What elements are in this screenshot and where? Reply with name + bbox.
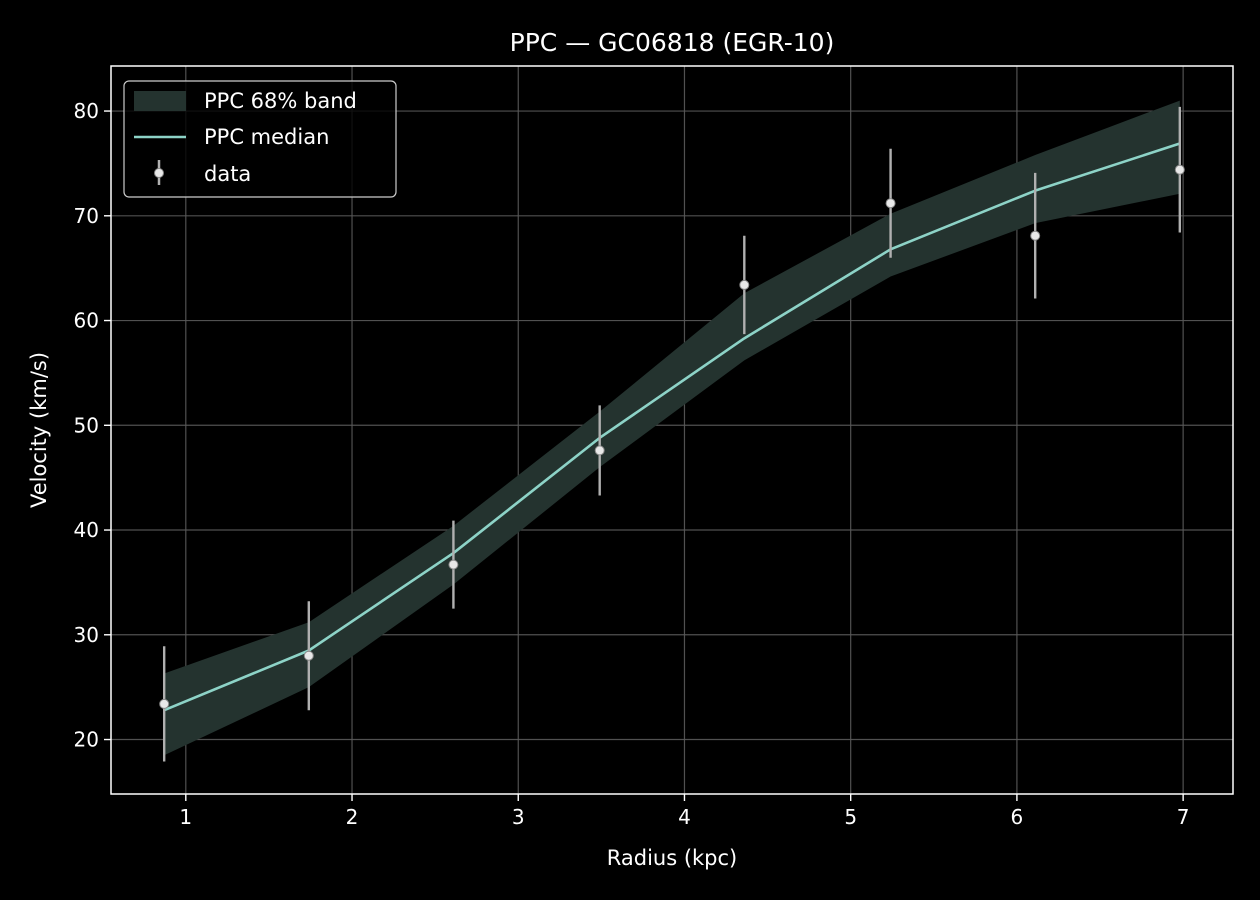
- y-axis-label: Velocity (km/s): [27, 352, 51, 508]
- y-tick-label: 80: [74, 99, 99, 123]
- chart-title: PPC — GC06818 (EGR-10): [510, 28, 835, 57]
- data-points-layer: [159, 106, 1185, 762]
- x-tick-label: 4: [678, 805, 691, 829]
- ppc-68-band: [164, 100, 1180, 756]
- data-point: [1030, 230, 1041, 241]
- data-point: [159, 698, 170, 709]
- data-point: [885, 198, 896, 209]
- data-point: [448, 559, 459, 570]
- legend-band-swatch: [134, 91, 186, 111]
- x-tick-label: 7: [1177, 805, 1190, 829]
- y-ticks: 20 30 40 50 60 70 80: [74, 99, 111, 752]
- x-tick-label: 1: [179, 805, 192, 829]
- legend-data-marker: [154, 168, 164, 178]
- legend-data-label: data: [204, 162, 251, 186]
- y-tick-label: 50: [74, 413, 99, 437]
- legend: PPC 68% band PPC median data: [123, 80, 397, 198]
- y-tick-label: 30: [74, 623, 99, 647]
- x-ticks: 1 2 3 4 5 6 7: [179, 794, 1190, 829]
- data-point: [303, 650, 314, 661]
- y-tick-label: 60: [74, 309, 99, 333]
- data-point: [594, 445, 605, 456]
- x-axis-label: Radius (kpc): [607, 846, 738, 870]
- data-point: [1174, 164, 1185, 175]
- legend-median-label: PPC median: [204, 125, 329, 149]
- x-tick-label: 5: [844, 805, 857, 829]
- data-point: [739, 279, 750, 290]
- y-tick-label: 70: [74, 204, 99, 228]
- y-tick-label: 20: [74, 728, 99, 752]
- y-tick-label: 40: [74, 518, 99, 542]
- ppc-band-layer: [164, 100, 1180, 756]
- ppc-median-line: [163, 142, 1181, 712]
- x-tick-label: 6: [1011, 805, 1024, 829]
- x-tick-label: 3: [512, 805, 525, 829]
- legend-box: [123, 80, 397, 198]
- plot-frame: [110, 65, 1234, 795]
- ppc-median-layer: [163, 142, 1181, 712]
- x-tick-label: 2: [346, 805, 359, 829]
- legend-band-label: PPC 68% band: [204, 89, 357, 113]
